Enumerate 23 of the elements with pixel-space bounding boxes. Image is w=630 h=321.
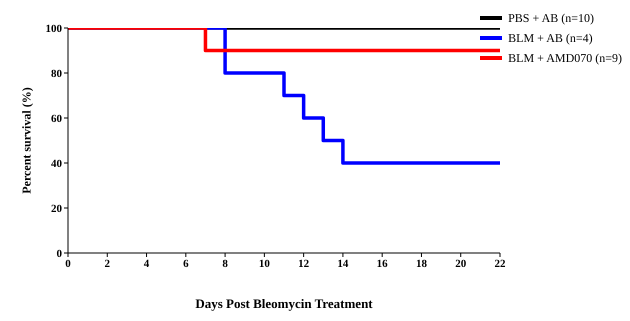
legend-label: BLM + AMD070 (n=9)	[508, 50, 622, 66]
y-tick-label: 80	[51, 68, 62, 80]
y-tick-label: 0	[56, 248, 62, 260]
x-tick-label: 20	[455, 258, 467, 270]
x-tick-label: 12	[298, 258, 310, 270]
x-tick-label: 22	[494, 258, 506, 270]
y-tick-label: 40	[51, 158, 62, 170]
y-tick-label: 60	[51, 112, 62, 125]
legend-label: PBS + AB (n=10)	[508, 10, 594, 26]
x-tick-label: 18	[416, 258, 428, 270]
legend-label: BLM + AB (n=4)	[508, 30, 593, 46]
x-tick-label: 4	[144, 258, 150, 270]
y-tick-label: 100	[46, 22, 62, 35]
x-tick-label: 0	[65, 258, 72, 270]
x-tick-label: 14	[337, 258, 349, 270]
x-axis-title: Days Post Bleomycin Treatment	[195, 296, 374, 311]
x-tick-label: 2	[104, 258, 111, 270]
x-tick-label: 8	[222, 258, 228, 270]
x-tick-label: 16	[376, 258, 388, 270]
y-axis-title: Percent survival (%)	[19, 87, 34, 194]
y-tick-label: 20	[51, 202, 62, 215]
x-tick-label: 10	[258, 258, 270, 270]
x-tick-label: 6	[183, 258, 190, 270]
